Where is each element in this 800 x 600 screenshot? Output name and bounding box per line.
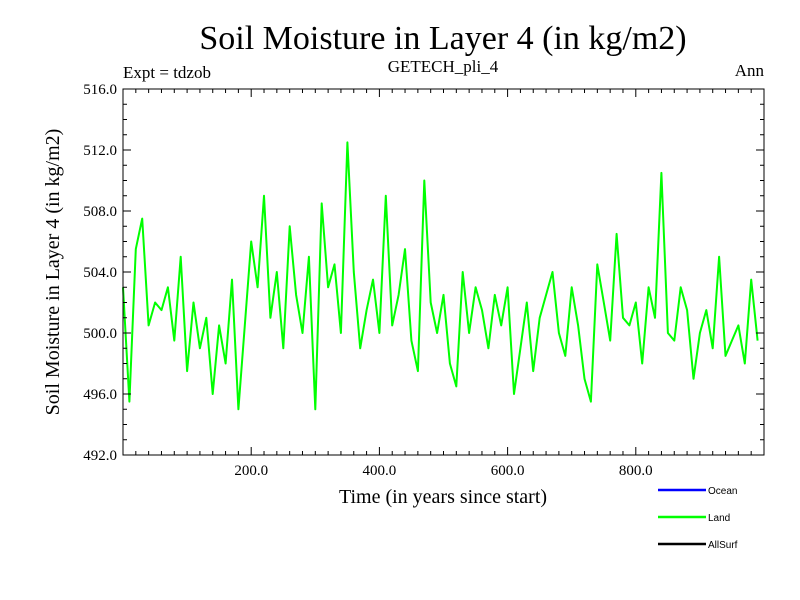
experiment-label: Expt = tdzob [123,63,211,82]
x-tick-label: 600.0 [491,463,525,479]
plot-area [122,141,759,411]
y-tick-label: 500.0 [83,326,117,342]
x-tick-label: 800.0 [619,463,653,479]
y-axis-label: Soil Moisture in Layer 4 (in kg/m2) [42,129,64,416]
y-tick-label: 512.0 [83,143,117,159]
axes: 492.0 496.0 500.0 504.0 508.0 512.0 516.0 200.0… [83,82,765,479]
season-label: Ann [735,61,765,80]
x-tick-label: 200.0 [234,463,268,479]
legend: Ocean Land AllSurf [658,486,738,551]
legend-label-ocean: Ocean [708,486,737,497]
plot-frame [122,88,765,456]
y-tick-label: 516.0 [83,82,117,98]
y-tick-label: 492.0 [83,448,117,464]
series-line-land [122,141,759,411]
y-tick-label: 496.0 [83,387,117,403]
x-tick-label: 400.0 [363,463,397,479]
y-tick-label: 504.0 [83,265,117,281]
chart-subtitle: GETECH_pli_4 [388,57,499,76]
legend-label-allsurf: AllSurf [708,540,738,551]
y-tick-label: 508.0 [83,204,117,220]
x-axis-label: Time (in years since start) [339,486,547,508]
legend-label-land: Land [708,513,730,524]
chart-title: Soil Moisture in Layer 4 (in kg/m2) [199,20,686,57]
